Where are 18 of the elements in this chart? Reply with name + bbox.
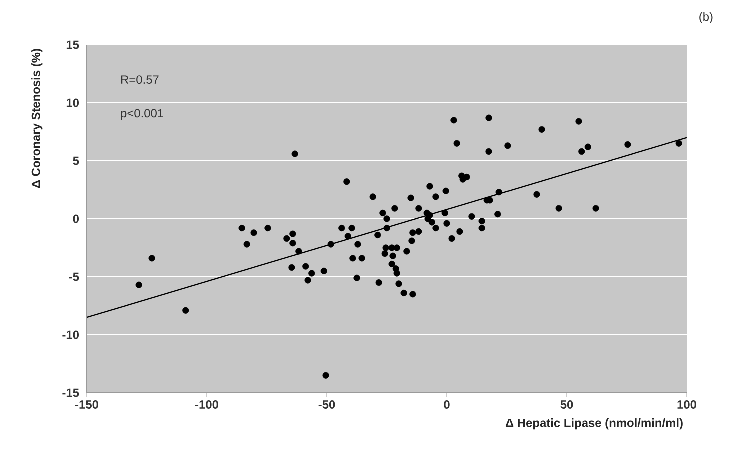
x-tick-label: 100 [678, 400, 696, 409]
y-tick-label: -15 [62, 388, 80, 398]
y-tick-label: 15 [66, 40, 80, 50]
y-axis-title: Δ Coronary Stenosis (%) [32, 49, 43, 188]
y-tick-label: 5 [73, 156, 80, 166]
text: (b) [700, 12, 713, 24]
x-tick-label: 50 [560, 400, 574, 409]
y-tick-label: 10 [66, 98, 79, 108]
x-axis-title: Δ Hepatic Lipase (nmol/min/ml) [506, 418, 683, 430]
x-tick-label: -150 [76, 400, 98, 409]
x-tick-label: 0 [444, 400, 450, 409]
x-tick-label: -50 [318, 400, 336, 409]
annotation: R=0.57 [122, 76, 159, 84]
x-tick-label: -100 [196, 400, 218, 409]
y-tick-label: -5 [69, 272, 80, 282]
annotation: p<0.001 [121, 109, 164, 120]
y-tick-label: -10 [62, 330, 79, 340]
y-tick-label: 0 [73, 214, 79, 224]
